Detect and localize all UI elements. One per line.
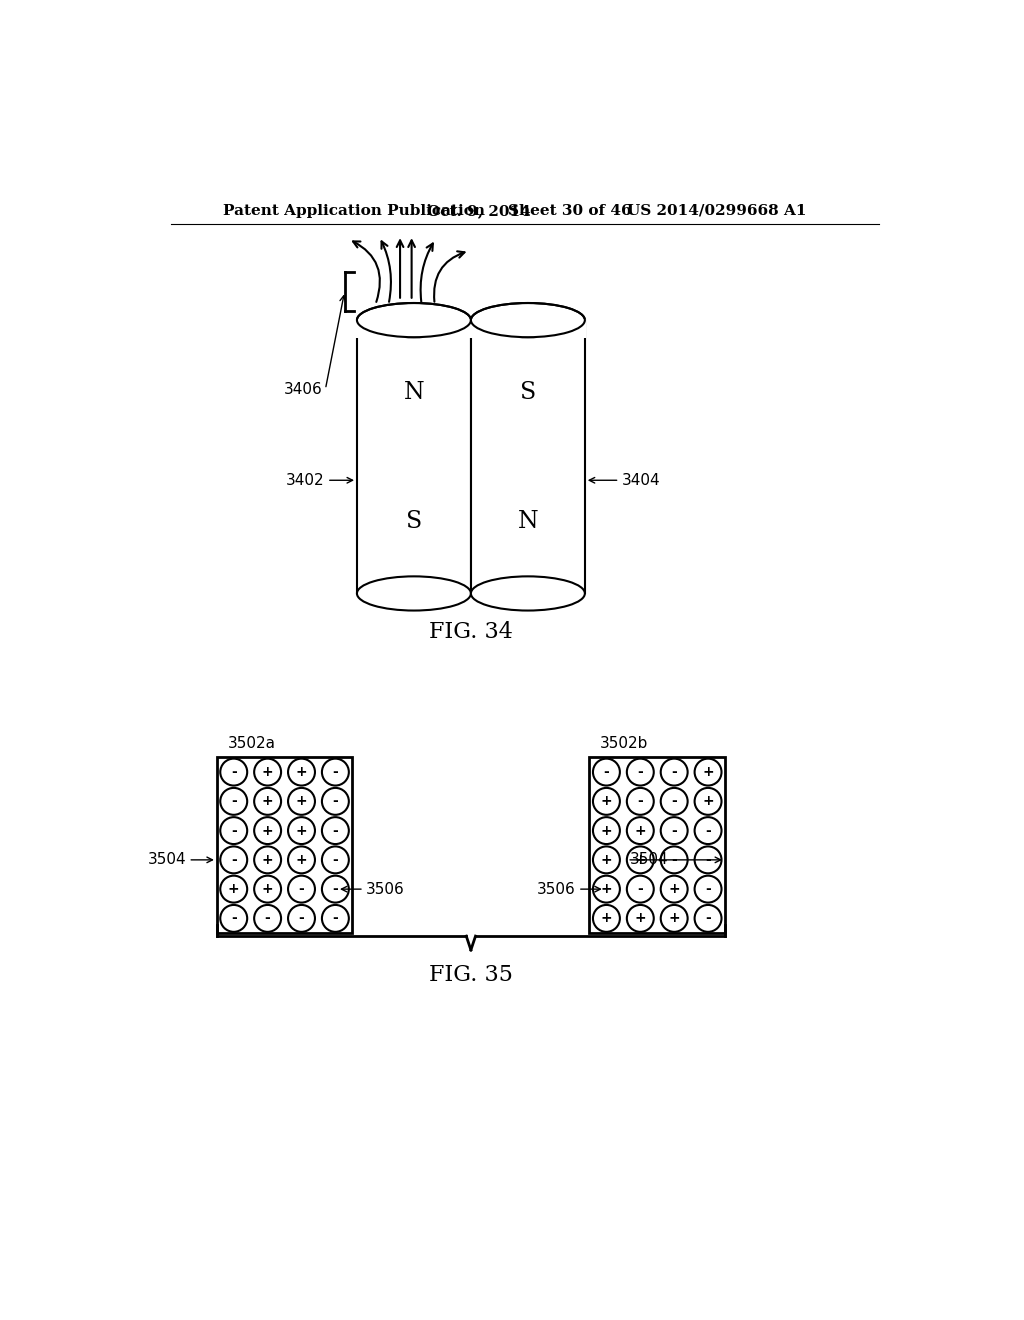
Text: +: + xyxy=(262,882,273,896)
Text: N: N xyxy=(403,380,424,404)
Text: -: - xyxy=(299,882,304,896)
Text: -: - xyxy=(672,795,677,808)
Text: -: - xyxy=(230,911,237,925)
Bar xyxy=(357,321,471,594)
Text: +: + xyxy=(262,824,273,838)
Text: +: + xyxy=(296,766,307,779)
Text: -: - xyxy=(672,824,677,838)
Text: +: + xyxy=(702,766,714,779)
Text: 3504: 3504 xyxy=(147,853,186,867)
Text: 3502a: 3502a xyxy=(227,737,275,751)
Text: +: + xyxy=(702,795,714,808)
Text: -: - xyxy=(230,824,237,838)
Text: +: + xyxy=(228,882,240,896)
Text: 3506: 3506 xyxy=(367,882,404,896)
Text: +: + xyxy=(601,853,612,867)
Text: -: - xyxy=(603,766,609,779)
Text: +: + xyxy=(669,882,680,896)
Text: US 2014/0299668 A1: US 2014/0299668 A1 xyxy=(628,203,807,218)
Bar xyxy=(469,319,587,338)
Text: FIG. 35: FIG. 35 xyxy=(429,964,513,986)
Text: Oct. 9, 2014: Oct. 9, 2014 xyxy=(427,203,530,218)
Text: -: - xyxy=(230,853,237,867)
Text: +: + xyxy=(296,795,307,808)
Text: -: - xyxy=(265,911,270,925)
Text: -: - xyxy=(230,795,237,808)
Text: -: - xyxy=(333,882,338,896)
Text: S: S xyxy=(406,510,422,533)
Ellipse shape xyxy=(357,577,471,611)
Text: FIG. 34: FIG. 34 xyxy=(429,620,513,643)
Text: 3404: 3404 xyxy=(622,473,660,488)
Text: +: + xyxy=(601,911,612,925)
Text: -: - xyxy=(637,795,643,808)
Text: +: + xyxy=(262,766,273,779)
Text: +: + xyxy=(669,911,680,925)
Bar xyxy=(217,758,352,933)
Text: -: - xyxy=(706,824,711,838)
Text: -: - xyxy=(333,853,338,867)
Ellipse shape xyxy=(471,577,585,611)
Text: 3502b: 3502b xyxy=(600,737,648,751)
Text: 3406: 3406 xyxy=(285,381,323,397)
Text: +: + xyxy=(635,853,646,867)
Text: -: - xyxy=(333,824,338,838)
Text: +: + xyxy=(601,795,612,808)
Bar xyxy=(355,319,472,338)
Text: Sheet 30 of 46: Sheet 30 of 46 xyxy=(508,203,632,218)
Text: +: + xyxy=(262,853,273,867)
Text: +: + xyxy=(635,911,646,925)
Text: -: - xyxy=(333,766,338,779)
Text: Patent Application Publication: Patent Application Publication xyxy=(223,203,485,218)
Text: +: + xyxy=(296,853,307,867)
Text: +: + xyxy=(601,882,612,896)
Text: +: + xyxy=(635,824,646,838)
Text: -: - xyxy=(333,795,338,808)
Text: -: - xyxy=(299,911,304,925)
Text: -: - xyxy=(637,766,643,779)
Text: -: - xyxy=(672,766,677,779)
Bar xyxy=(471,321,585,594)
Text: -: - xyxy=(230,766,237,779)
Text: -: - xyxy=(706,853,711,867)
Text: 3402: 3402 xyxy=(286,473,325,488)
Text: +: + xyxy=(296,824,307,838)
Text: 3504: 3504 xyxy=(630,853,668,867)
Text: -: - xyxy=(333,911,338,925)
Ellipse shape xyxy=(357,304,471,337)
Text: -: - xyxy=(706,911,711,925)
Text: -: - xyxy=(706,882,711,896)
Text: +: + xyxy=(601,824,612,838)
Text: S: S xyxy=(520,380,536,404)
Text: -: - xyxy=(637,882,643,896)
Ellipse shape xyxy=(471,304,585,337)
Text: -: - xyxy=(672,853,677,867)
Text: +: + xyxy=(262,795,273,808)
Text: 3506: 3506 xyxy=(537,882,575,896)
Text: N: N xyxy=(517,510,539,533)
Bar xyxy=(590,758,725,933)
